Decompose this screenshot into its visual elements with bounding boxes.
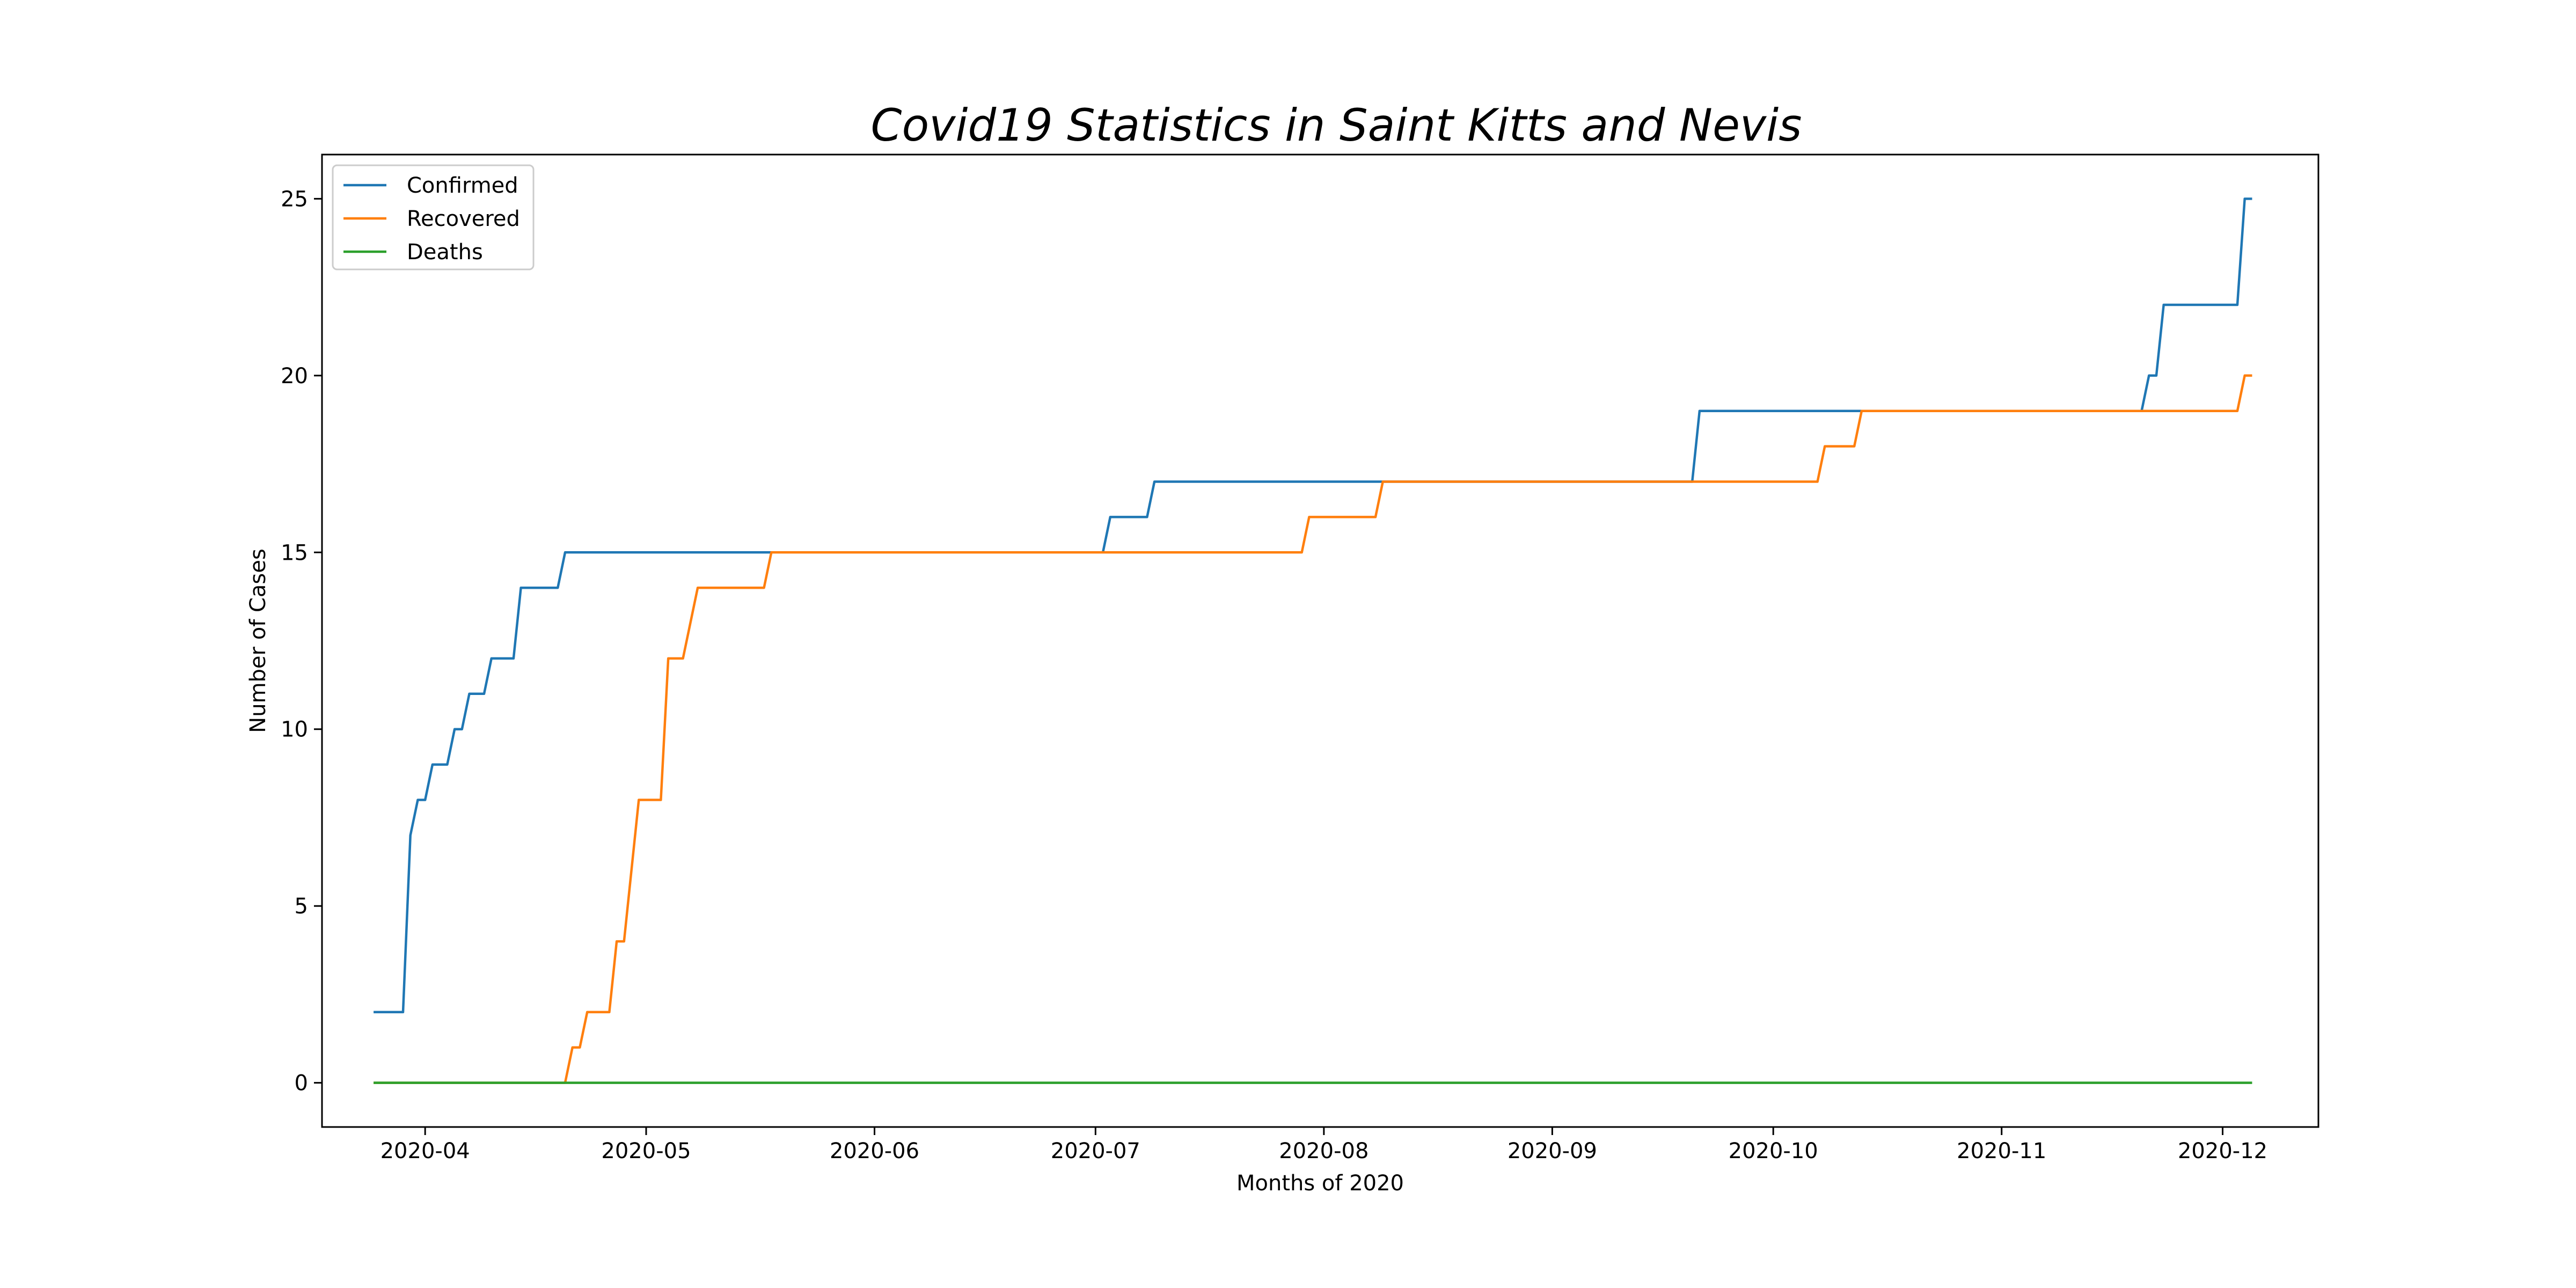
x-tick-label: 2020-06 (830, 1139, 919, 1163)
legend-label-recovered: Recovered (407, 207, 520, 231)
y-axis-label: Number of Cases (246, 548, 270, 733)
legend-label-deaths: Deaths (407, 240, 483, 265)
y-axis: 0 5 10 15 20 25 (281, 187, 322, 1096)
y-tick-label: 15 (281, 540, 308, 565)
x-tick-label: 2020-12 (2178, 1139, 2267, 1163)
y-tick-label: 10 (281, 718, 308, 742)
y-tick-label: 20 (281, 364, 308, 389)
x-tick-label: 2020-04 (380, 1139, 470, 1163)
legend: Confirmed Recovered Deaths (332, 164, 535, 270)
legend-label-confirmed: Confirmed (407, 173, 518, 198)
series-line-confirmed (374, 197, 2252, 1014)
series-line-recovered (374, 374, 2252, 1084)
x-tick-label: 2020-07 (1051, 1139, 1140, 1163)
y-tick-label: 25 (281, 187, 308, 211)
plot-area-frame (321, 153, 2319, 1128)
x-tick-label: 2020-09 (1507, 1139, 1597, 1163)
series-layer (374, 197, 2252, 1084)
legend-frame (332, 164, 535, 270)
x-tick-label: 2020-05 (601, 1139, 691, 1163)
chart-title: Covid19 Statistics in Saint Kitts and Ne… (871, 99, 1802, 151)
x-axis-label: Months of 2020 (1236, 1171, 1404, 1196)
x-tick-label: 2020-11 (1957, 1139, 2046, 1163)
x-tick-label: 2020-08 (1279, 1139, 1368, 1163)
x-tick-label: 2020-10 (1729, 1139, 1818, 1163)
x-axis: 2020-04 2020-05 2020-06 2020-07 2020-08 2020-… (380, 1127, 2267, 1163)
y-tick-label: 0 (295, 1071, 308, 1096)
y-tick-label: 5 (295, 894, 308, 919)
